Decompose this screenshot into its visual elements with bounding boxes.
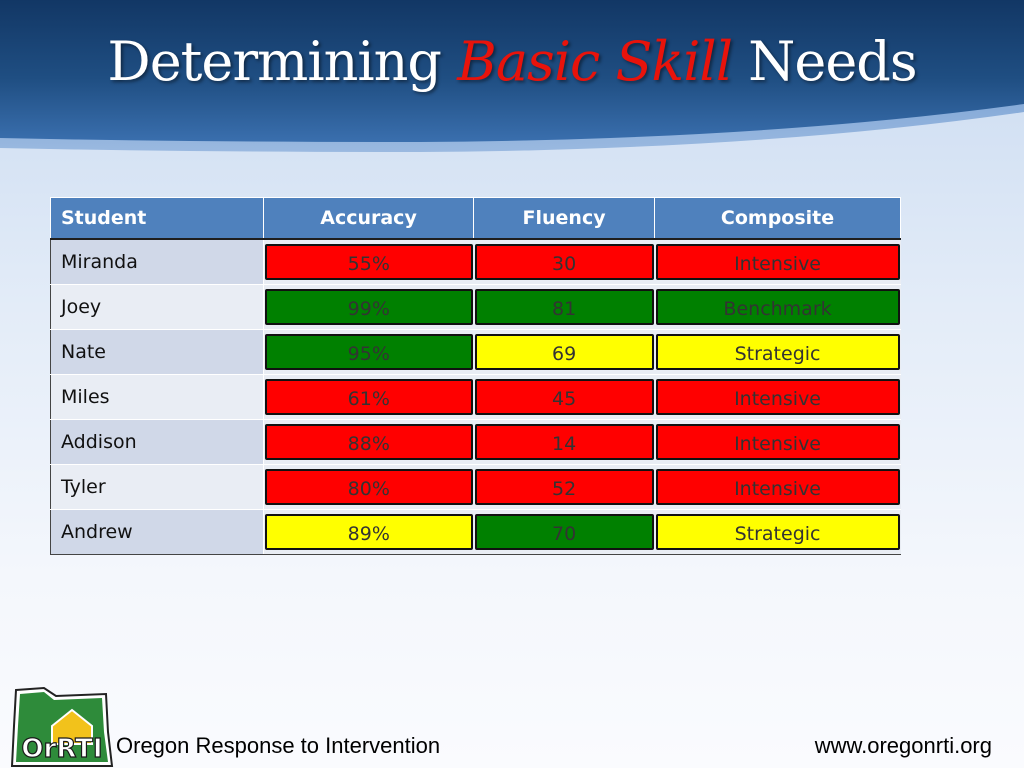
table-row: Addison 88% 14 Intensive	[50, 419, 901, 465]
table-row: Miranda 55% 30 Intensive	[50, 239, 901, 285]
fluency-chip: 45	[474, 379, 654, 415]
student-name: Tyler	[50, 464, 264, 510]
student-name: Andrew	[50, 509, 264, 555]
student-name: Joey	[50, 284, 264, 330]
accuracy-chip: 61%	[265, 379, 473, 415]
table-header-row: Student Accuracy Fluency Composite	[50, 197, 901, 240]
accuracy-chip: 55%	[265, 244, 473, 280]
slide-title: Determining Basic Skill Needs	[0, 30, 1024, 93]
fluency-chip: 81	[474, 289, 654, 325]
title-banner: Determining Basic Skill Needs	[0, 0, 1024, 160]
skill-needs-table: Student Accuracy Fluency Composite Miran…	[50, 197, 901, 555]
website-link[interactable]: www.oregonrti.org	[814, 733, 992, 758]
fluency-chip: 14	[474, 424, 654, 460]
table-row: Miles 61% 45 Intensive	[50, 374, 901, 420]
accuracy-chip: 88%	[265, 424, 473, 460]
table-row: Joey 99% 81 Benchmark	[50, 284, 901, 330]
fluency-chip: 69	[474, 334, 654, 370]
composite-chip: Strategic	[655, 334, 900, 370]
title-emphasis: Basic Skill	[457, 30, 733, 93]
fluency-chip: 70	[474, 514, 654, 550]
table-row: Tyler 80% 52 Intensive	[50, 464, 901, 510]
accuracy-chip: 99%	[265, 289, 473, 325]
organization-name: Oregon Response to Intervention	[116, 733, 441, 758]
composite-chip: Intensive	[655, 469, 900, 505]
student-name: Addison	[50, 419, 264, 465]
fluency-chip: 30	[474, 244, 654, 280]
student-name: Miranda	[50, 239, 264, 285]
student-name: Nate	[50, 329, 264, 375]
accuracy-chip: 80%	[265, 469, 473, 505]
accuracy-chip: 95%	[265, 334, 473, 370]
table-row: Andrew 89% 70 Strategic	[50, 509, 901, 555]
banner-shape	[0, 0, 1024, 152]
title-part-1: Determining	[107, 30, 458, 93]
table-row: Nate 95% 69 Strategic	[50, 329, 901, 375]
composite-chip: Intensive	[655, 424, 900, 460]
logo-wordmark: OrRTI	[21, 734, 102, 764]
orrti-logo: OrRTI	[10, 686, 114, 767]
composite-chip: Strategic	[655, 514, 900, 550]
accuracy-chip: 89%	[265, 514, 473, 550]
title-part-2: Needs	[731, 30, 917, 93]
header-composite: Composite	[654, 197, 901, 240]
header-fluency: Fluency	[473, 197, 656, 240]
composite-chip: Benchmark	[655, 289, 900, 325]
composite-chip: Intensive	[655, 379, 900, 415]
header-accuracy: Accuracy	[262, 197, 475, 240]
header-student: Student	[50, 197, 264, 240]
composite-chip: Intensive	[655, 244, 900, 280]
student-name: Miles	[50, 374, 264, 420]
fluency-chip: 52	[474, 469, 654, 505]
